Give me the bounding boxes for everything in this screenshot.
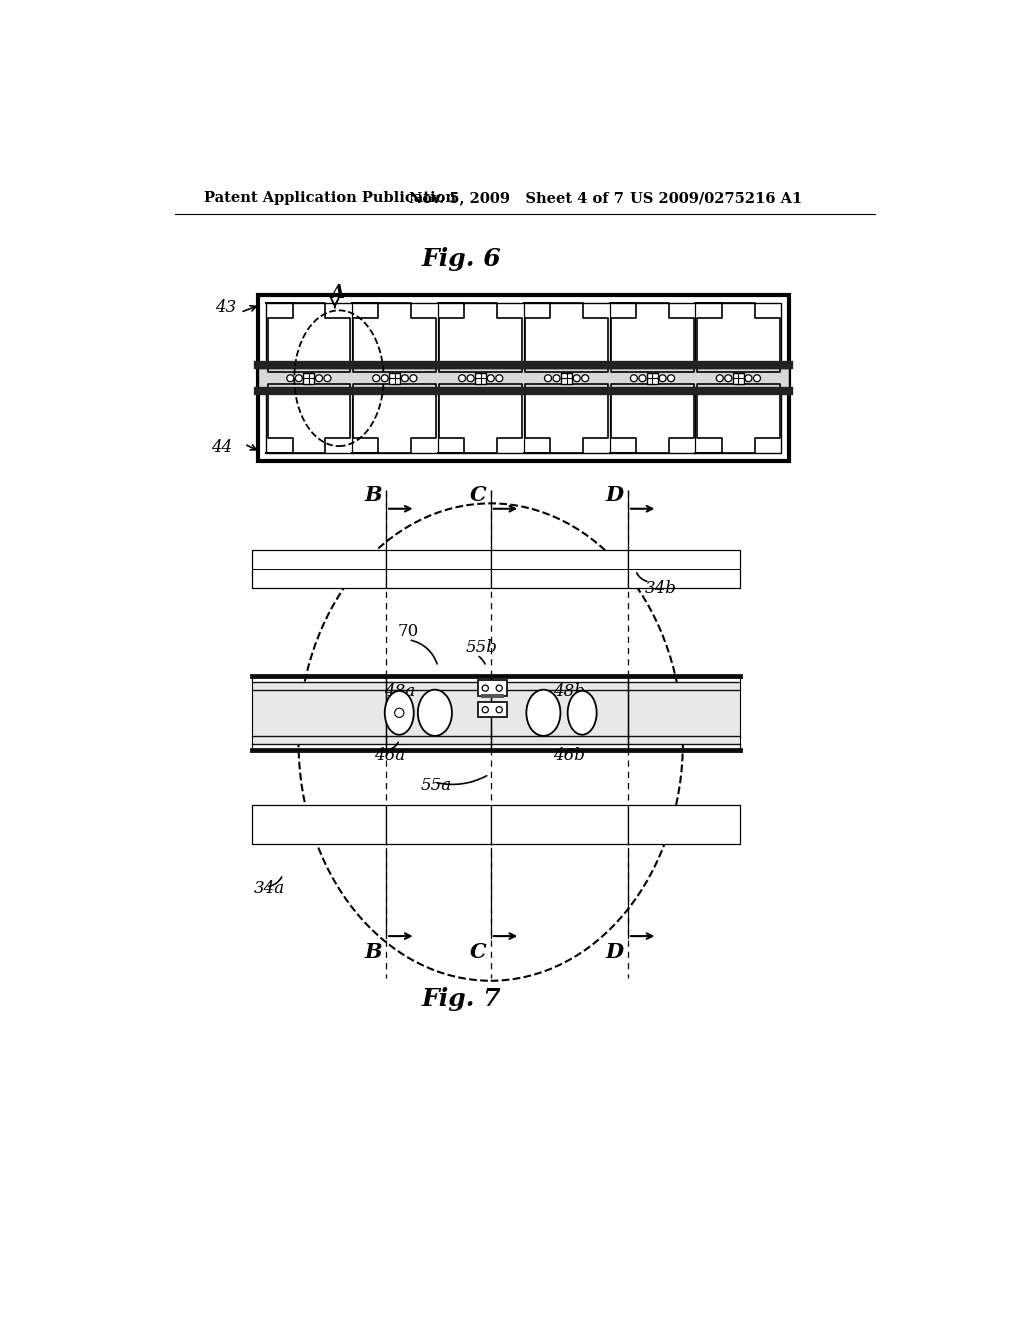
Text: 43: 43: [215, 298, 237, 315]
Text: Fig. 7: Fig. 7: [422, 987, 501, 1011]
Text: A: A: [331, 284, 344, 308]
Bar: [258, 368, 790, 388]
Circle shape: [373, 375, 380, 381]
Circle shape: [315, 375, 323, 381]
Ellipse shape: [418, 689, 452, 737]
Bar: [252, 682, 740, 743]
Circle shape: [754, 375, 761, 381]
Text: 48a: 48a: [384, 682, 415, 700]
Ellipse shape: [526, 689, 560, 737]
Ellipse shape: [299, 503, 683, 981]
Bar: [647, 372, 657, 384]
Bar: [252, 549, 386, 589]
Circle shape: [381, 375, 388, 381]
Bar: [733, 372, 743, 384]
Circle shape: [717, 375, 723, 381]
Text: 55b: 55b: [465, 639, 497, 656]
Text: Fig. 6: Fig. 6: [422, 247, 501, 271]
Bar: [475, 372, 486, 384]
Ellipse shape: [385, 690, 414, 735]
Text: C: C: [470, 941, 486, 961]
Text: 48b: 48b: [553, 682, 585, 700]
Circle shape: [639, 375, 646, 381]
Bar: [266, 304, 781, 453]
Bar: [628, 549, 740, 589]
Bar: [561, 372, 572, 384]
Text: 34a: 34a: [254, 880, 285, 896]
Bar: [252, 805, 386, 843]
Text: 44: 44: [211, 438, 232, 455]
Circle shape: [659, 375, 666, 381]
Text: 46b: 46b: [553, 747, 585, 764]
Text: D: D: [606, 484, 624, 504]
Circle shape: [668, 375, 675, 381]
Circle shape: [401, 375, 409, 381]
Circle shape: [573, 375, 581, 381]
Circle shape: [482, 706, 488, 713]
Bar: [389, 372, 400, 384]
Bar: [386, 676, 490, 750]
Text: B: B: [365, 484, 382, 504]
Circle shape: [496, 706, 503, 713]
Text: 70: 70: [397, 623, 419, 640]
Circle shape: [459, 375, 466, 381]
Circle shape: [324, 375, 331, 381]
Circle shape: [410, 375, 417, 381]
Bar: [490, 805, 628, 843]
Bar: [252, 676, 386, 750]
Bar: [303, 372, 314, 384]
Bar: [258, 296, 790, 461]
Circle shape: [631, 375, 637, 381]
Bar: [480, 694, 504, 698]
Bar: [490, 549, 628, 589]
Bar: [386, 805, 490, 843]
Text: Nov. 5, 2009   Sheet 4 of 7: Nov. 5, 2009 Sheet 4 of 7: [409, 191, 624, 206]
Text: 46a: 46a: [375, 747, 406, 764]
Circle shape: [295, 375, 302, 381]
Circle shape: [487, 375, 495, 381]
Circle shape: [582, 375, 589, 381]
Bar: [628, 676, 740, 750]
Circle shape: [496, 685, 503, 692]
Bar: [386, 549, 490, 589]
Bar: [477, 702, 507, 718]
Circle shape: [745, 375, 752, 381]
Circle shape: [725, 375, 732, 381]
Circle shape: [287, 375, 294, 381]
Bar: [490, 676, 628, 750]
Circle shape: [553, 375, 560, 381]
Text: D: D: [606, 941, 624, 961]
Text: B: B: [365, 941, 382, 961]
Circle shape: [394, 708, 403, 718]
Circle shape: [482, 685, 488, 692]
Circle shape: [467, 375, 474, 381]
Text: 55a: 55a: [421, 777, 452, 795]
Circle shape: [545, 375, 552, 381]
Text: US 2009/0275216 A1: US 2009/0275216 A1: [630, 191, 803, 206]
Bar: [628, 805, 740, 843]
Text: C: C: [470, 484, 486, 504]
Text: 34b: 34b: [645, 579, 677, 597]
Text: Patent Application Publication: Patent Application Publication: [204, 191, 456, 206]
Ellipse shape: [567, 690, 597, 735]
Circle shape: [496, 375, 503, 381]
Bar: [477, 681, 507, 696]
